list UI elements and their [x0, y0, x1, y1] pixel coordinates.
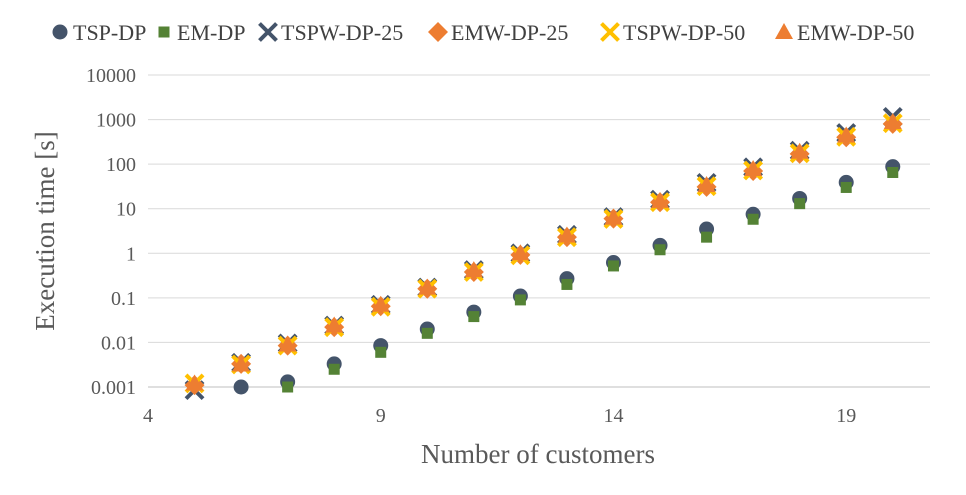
legend-item: EM-DP	[158, 20, 245, 45]
data-point	[887, 166, 899, 178]
legend-marker	[600, 22, 620, 42]
data-point	[421, 327, 433, 339]
data-point	[328, 363, 340, 375]
data-point	[233, 379, 249, 395]
data-point	[701, 231, 713, 243]
data-point	[464, 261, 483, 278]
data-point	[794, 198, 806, 210]
data-point	[375, 346, 387, 358]
data-point	[371, 295, 390, 312]
y-tick-label: 1	[126, 243, 136, 265]
legend-marker	[158, 26, 170, 38]
y-tick-labels: 0.001 0.01 0.1 1 10 100 1000 10000	[86, 65, 136, 399]
data-point	[282, 381, 294, 393]
data-point	[654, 244, 666, 256]
data-point	[883, 113, 902, 130]
data-point	[418, 278, 437, 295]
data-point	[325, 316, 344, 333]
data-point	[744, 159, 763, 176]
data-point	[604, 208, 623, 225]
gridlines	[148, 74, 930, 388]
legend-marker	[428, 22, 448, 42]
x-tick-label: 19	[836, 405, 856, 427]
legend-label: EM-DP	[177, 20, 245, 45]
y-tick-label: 10	[116, 199, 136, 221]
legend-item: TSPW-DP-25	[258, 20, 403, 45]
data-point	[837, 126, 856, 143]
y-tick-label: 100	[106, 154, 136, 176]
data-point	[561, 278, 573, 290]
data-point	[840, 181, 852, 193]
legend-label: EMW-DP-50	[797, 20, 914, 45]
legend-marker	[775, 23, 793, 39]
x-tick-label: 9	[376, 405, 386, 427]
data-point	[232, 355, 251, 372]
data-point	[607, 260, 619, 272]
data-point	[557, 226, 576, 243]
series-tsp-dp	[233, 159, 901, 395]
series-emw-dp-50	[185, 113, 902, 391]
legend-marker	[258, 22, 278, 42]
data-point	[511, 244, 530, 261]
data-point	[185, 374, 204, 391]
x-axis-title: Number of customers	[421, 439, 655, 469]
data-point	[747, 213, 759, 225]
y-axis-title: Execution time [s]	[30, 131, 60, 330]
y-tick-label: 0.01	[101, 332, 136, 354]
legend-label: TSPW-DP-25	[281, 20, 403, 45]
legend-label: TSPW-DP-50	[623, 20, 745, 45]
y-tick-label: 1000	[96, 110, 136, 132]
x-tick-label: 14	[603, 405, 623, 427]
data-point	[278, 335, 297, 352]
data-points	[184, 106, 903, 401]
y-tick-label: 10000	[86, 65, 136, 87]
legend-item: EMW-DP-25	[428, 20, 568, 45]
x-tick-label: 4	[143, 405, 153, 427]
legend-label: EMW-DP-25	[451, 20, 568, 45]
data-point	[651, 191, 670, 208]
legend-marker	[52, 24, 68, 40]
y-tick-label: 0.1	[111, 288, 136, 310]
data-point	[514, 294, 526, 306]
series-em-dp	[282, 166, 899, 393]
x-tick-labels: 4 9 14 19	[143, 405, 856, 427]
legend-item: EMW-DP-50	[775, 20, 914, 45]
legend-label: TSP-DP	[73, 20, 146, 45]
y-tick-label: 0.001	[91, 377, 136, 399]
data-point	[468, 311, 480, 323]
legend: TSP-DP EM-DP TSPW-DP-25 EMW-DP-25 TSPW-DP-50…	[52, 20, 914, 45]
data-point	[790, 142, 809, 159]
legend-item: TSP-DP	[52, 20, 146, 45]
legend-item: TSPW-DP-50	[600, 20, 745, 45]
data-point	[697, 176, 716, 193]
